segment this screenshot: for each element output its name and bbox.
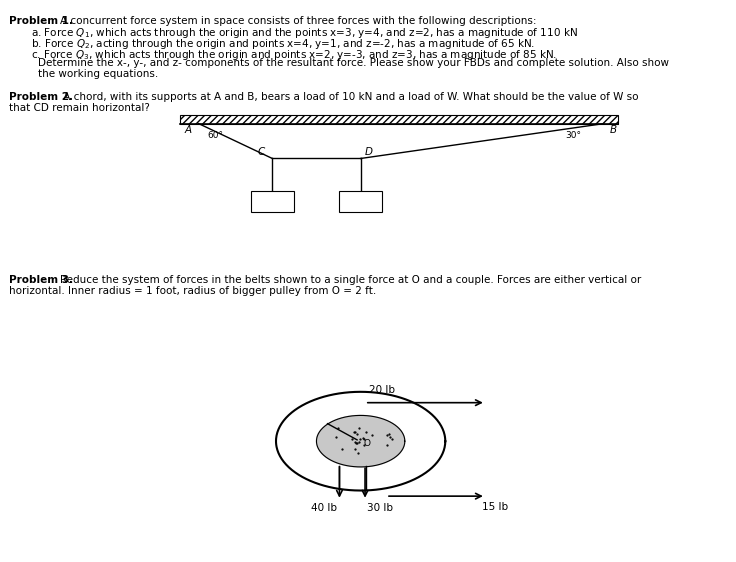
Text: 15 lb: 15 lb [482,502,508,512]
Text: the working equations.: the working equations. [38,69,158,79]
Text: O: O [363,439,370,448]
Text: A concurrent force system in space consists of three forces with the following d: A concurrent force system in space consi… [60,16,537,26]
Text: B: B [609,125,617,135]
Text: that CD remain horizontal?: that CD remain horizontal? [9,103,149,113]
Text: 20 lb: 20 lb [369,386,395,396]
Text: A chord, with its supports at A and B, bears a load of 10 kN and a load of W. Wh: A chord, with its supports at A and B, b… [60,92,639,102]
Text: horizontal. Inner radius = 1 foot, radius of bigger pulley from O = 2 ft.: horizontal. Inner radius = 1 foot, radiu… [9,286,376,296]
Bar [180,115,618,124]
Text: D: D [364,147,372,157]
Text: Problem 1.: Problem 1. [9,16,73,26]
Text: C: C [258,147,265,157]
Text: Determine the x-, y-, and z- components of the resultant force. Please show your: Determine the x-, y-, and z- components … [38,58,669,69]
Text: A: A [184,125,191,135]
Text: 60°: 60° [208,131,224,140]
Text: 40 lb: 40 lb [311,503,337,513]
Text: 10 kN: 10 kN [348,197,373,206]
Text: c. Force $Q_3$, which acts through the origin and points x=2, y=-3, and z=3, has: c. Force $Q_3$, which acts through the o… [31,48,557,62]
Bar [339,191,382,212]
Text: b. Force $Q_2$, acting through the origin and points x=4, y=1, and z=-2, has a m: b. Force $Q_2$, acting through the origi… [31,37,535,51]
Text: a. Force $Q_1$, which acts through the origin and the points x=3, y=4, and z=2, : a. Force $Q_1$, which acts through the o… [31,26,578,40]
Text: Reduce the system of forces in the belts shown to a single force at O and a coup: Reduce the system of forces in the belts… [60,275,642,285]
Text: W: W [267,197,277,207]
Text: 30 lb: 30 lb [367,503,393,513]
Text: Problem 3.: Problem 3. [9,275,73,285]
Text: 30°: 30° [565,131,581,140]
Text: Problem 2.: Problem 2. [9,92,73,102]
Bar [251,191,294,212]
Polygon shape [316,415,405,467]
